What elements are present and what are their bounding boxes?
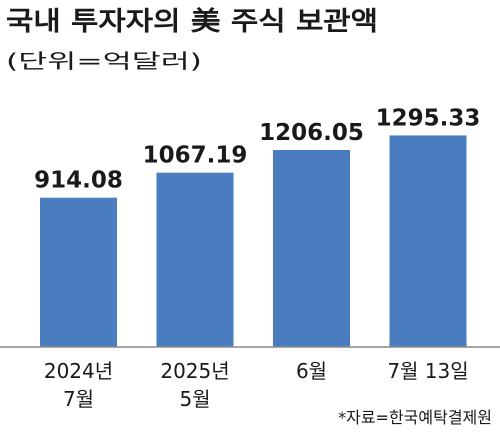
category-label-2-line-0: 6월 [296,359,327,383]
chart-unit: (단위=억달러) [6,49,202,73]
source-note: *자료=한국예탁결제원 [338,408,492,427]
category-label-3-line-0: 7월 13일 [387,359,468,383]
x-axis-labels: 2024년 7월 2025년 5월 6월 7월 13일 [44,359,469,411]
bar-0 [40,197,117,347]
bar-3 [389,135,467,347]
bar-2 [273,150,350,347]
value-label-2: 1206.05 [259,120,364,146]
bar-1 [156,172,234,347]
value-label-0: 914.08 [34,168,123,194]
category-label-0-line-1: 7월 [63,387,94,411]
category-label-0-line-0: 2024년 [44,359,113,383]
value-label-1: 1067.19 [143,143,248,169]
chart-title: 국내 투자자의 美 주식 보관액 [6,6,378,37]
value-label-3: 1295.33 [376,105,481,131]
bars-group: 914.08 1067.19 1206.05 1295.33 [34,105,480,347]
category-label-1-line-0: 2025년 [160,359,229,383]
category-label-1-line-1: 5월 [179,387,210,411]
